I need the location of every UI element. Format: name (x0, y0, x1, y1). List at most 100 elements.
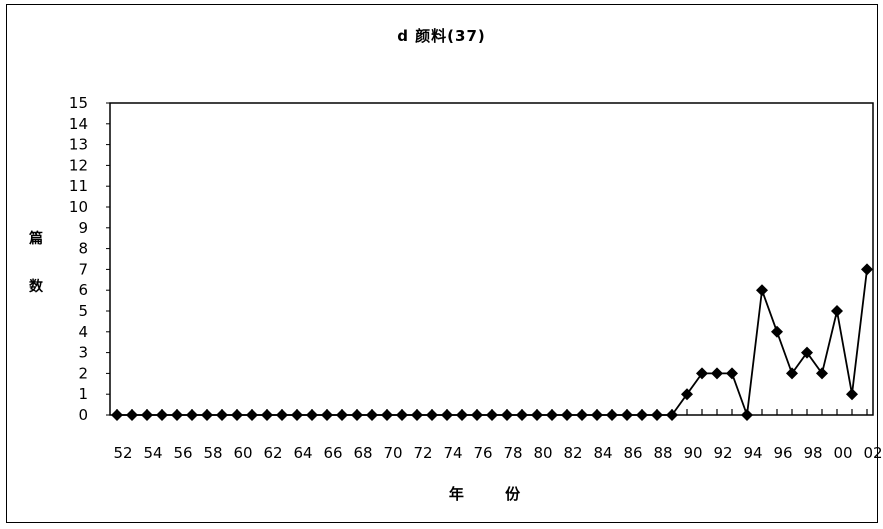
y-tick-label: 9 (78, 219, 88, 237)
plot-area (109, 102, 874, 416)
y-axis-label: 篇数 (28, 215, 44, 311)
chart-frame (6, 4, 878, 523)
x-tick-label: 60 (233, 444, 252, 462)
data-point (396, 409, 408, 421)
x-tick-label: 94 (743, 444, 762, 462)
x-tick-label: 92 (713, 444, 732, 462)
data-point (276, 409, 288, 421)
x-tick-label: 58 (203, 444, 222, 462)
x-tick-label: 80 (533, 444, 552, 462)
x-tick-label: 00 (833, 444, 852, 462)
x-tick-label: 90 (683, 444, 702, 462)
data-point (576, 409, 588, 421)
x-tick-label: 88 (653, 444, 672, 462)
data-point (171, 409, 183, 421)
data-point (411, 409, 423, 421)
data-point (711, 367, 723, 380)
y-tick-label: 15 (69, 94, 88, 112)
y-axis-label-char: 数 (29, 279, 43, 295)
data-point (516, 409, 528, 421)
data-point (636, 409, 648, 421)
data-point (216, 409, 228, 421)
data-point (741, 409, 753, 421)
data-point (756, 284, 768, 297)
series (111, 263, 873, 421)
data-point (816, 367, 828, 380)
data-point (366, 409, 378, 421)
x-tick-label: 84 (593, 444, 612, 462)
data-point (441, 409, 453, 421)
data-point (606, 409, 618, 421)
data-point (321, 409, 333, 421)
chart-title: d 颜料(37) (397, 27, 486, 45)
x-tick-label: 56 (173, 444, 192, 462)
data-point (801, 346, 813, 359)
data-point (336, 409, 348, 421)
data-point (231, 409, 243, 421)
data-point (546, 409, 558, 421)
x-tick-label: 76 (473, 444, 492, 462)
data-point (246, 409, 258, 421)
data-point (156, 409, 168, 421)
data-point (111, 409, 123, 421)
x-tick-label: 54 (143, 444, 162, 462)
x-tick-label: 70 (383, 444, 402, 462)
y-tick-label: 8 (78, 240, 88, 258)
data-point (621, 409, 633, 421)
data-point (726, 367, 738, 380)
data-point (486, 409, 498, 421)
data-point (846, 388, 858, 401)
x-tick-label: 82 (563, 444, 582, 462)
data-point (666, 409, 678, 421)
data-point (501, 409, 513, 421)
data-point (291, 409, 303, 421)
y-tick-label: 5 (78, 302, 88, 320)
x-tick-label: 02 (863, 444, 882, 462)
y-axis-label-char: 篇 (29, 231, 43, 247)
x-tick-label: 98 (803, 444, 822, 462)
y-tick-label: 13 (69, 136, 88, 154)
data-point (201, 409, 213, 421)
data-point (786, 367, 798, 380)
data-point (471, 409, 483, 421)
x-axis-label: 年 份 (448, 485, 539, 503)
data-point (591, 409, 603, 421)
y-tick-label: 2 (78, 364, 88, 382)
data-point (696, 367, 708, 380)
x-tick-label: 78 (503, 444, 522, 462)
data-point (186, 409, 198, 421)
y-tick-label: 0 (78, 406, 88, 424)
data-point (561, 409, 573, 421)
x-tick-label: 86 (623, 444, 642, 462)
x-tick-label: 96 (773, 444, 792, 462)
data-point (531, 409, 543, 421)
data-point (351, 409, 363, 421)
x-tick-label: 68 (353, 444, 372, 462)
data-point (426, 409, 438, 421)
data-point (861, 263, 873, 276)
y-tick-label: 3 (78, 344, 88, 362)
data-point (681, 388, 693, 401)
y-tick-label: 10 (69, 198, 88, 216)
series-line (117, 269, 868, 416)
y-tick-label: 11 (69, 177, 88, 195)
x-tick-label: 72 (413, 444, 432, 462)
x-tick-label: 64 (293, 444, 312, 462)
data-point (306, 409, 318, 421)
y-tick-label: 4 (78, 323, 88, 341)
data-point (651, 409, 663, 421)
y-tick-label: 6 (78, 281, 88, 299)
x-axis-ticks: 52 54 56 58 60 62 64 66 68 70 72 74 76 78 80 82 84 86 88 90… (113, 409, 883, 462)
y-tick-label: 7 (78, 260, 88, 278)
x-tick-label: 66 (323, 444, 342, 462)
y-tick-label: 14 (69, 115, 88, 133)
y-tick-label: 12 (69, 156, 88, 174)
data-point (141, 409, 153, 421)
data-point (456, 409, 468, 421)
axes (109, 102, 874, 416)
y-tick-label: 1 (78, 385, 88, 403)
data-point (126, 409, 138, 421)
data-point (261, 409, 273, 421)
